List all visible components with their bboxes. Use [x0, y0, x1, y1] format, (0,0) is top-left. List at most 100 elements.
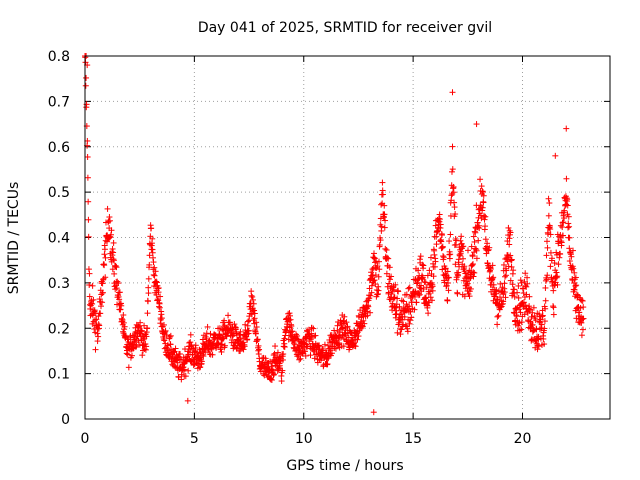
plot-frame	[84, 55, 611, 420]
data-point	[85, 198, 92, 205]
data-point	[444, 268, 451, 275]
data-point	[440, 254, 447, 261]
data-point	[507, 277, 514, 284]
data-point	[311, 355, 318, 362]
data-point	[287, 312, 294, 319]
data-point	[83, 74, 90, 81]
data-point	[405, 285, 412, 292]
data-point	[150, 271, 157, 278]
data-point	[551, 260, 558, 267]
data-point	[576, 309, 583, 316]
data-point	[128, 352, 135, 359]
data-point	[199, 351, 206, 358]
data-point	[438, 245, 445, 252]
data-point	[253, 319, 260, 326]
data-point	[482, 213, 489, 220]
data-point	[460, 255, 466, 262]
data-point	[439, 232, 445, 239]
data-point	[526, 293, 533, 300]
data-point	[91, 307, 98, 314]
data-point	[515, 294, 522, 301]
y-tick-label: 0.4	[48, 231, 70, 247]
data-point	[253, 323, 260, 330]
data-point	[341, 313, 348, 320]
data-point	[400, 321, 407, 328]
data-point	[540, 335, 547, 342]
data-point	[150, 259, 157, 266]
data-point	[420, 262, 427, 269]
data-point	[338, 325, 345, 332]
data-point	[106, 214, 113, 221]
data-point	[553, 274, 560, 281]
data-point	[497, 280, 504, 287]
data-point	[397, 331, 404, 338]
data-point	[507, 252, 514, 259]
data-point	[371, 277, 378, 284]
data-point	[133, 342, 140, 349]
x-axis-label: GPS time / hours	[286, 458, 403, 474]
data-point	[141, 322, 148, 329]
data-point	[156, 304, 163, 311]
data-point	[145, 284, 152, 291]
data-point	[431, 251, 438, 258]
data-point	[523, 283, 530, 290]
data-point	[508, 256, 515, 263]
data-point	[564, 202, 571, 209]
data-point	[87, 305, 94, 312]
data-point	[511, 286, 518, 293]
data-point	[515, 282, 522, 289]
data-point	[161, 321, 168, 328]
data-point	[281, 340, 288, 347]
data-point	[102, 254, 109, 261]
x-tick-label: 10	[295, 431, 313, 447]
data-point	[557, 251, 564, 258]
data-point	[565, 220, 572, 227]
data-point	[460, 243, 467, 250]
data-point	[91, 317, 98, 324]
data-point	[392, 281, 399, 288]
data-point	[138, 328, 145, 335]
data-point	[458, 233, 465, 240]
data-point	[307, 352, 314, 359]
data-points	[82, 53, 587, 416]
data-point	[336, 340, 343, 347]
data-point	[157, 293, 164, 300]
data-point	[274, 349, 281, 356]
data-point	[225, 312, 232, 319]
data-point	[501, 280, 508, 287]
data-point	[519, 299, 526, 306]
data-point	[140, 347, 147, 354]
data-point	[400, 298, 407, 305]
data-point	[153, 279, 160, 286]
data-point	[547, 263, 554, 270]
data-point	[367, 292, 374, 299]
data-point	[296, 356, 303, 363]
data-point	[429, 287, 436, 294]
data-point	[490, 281, 497, 288]
data-point	[554, 273, 561, 280]
y-tick-label: 0.3	[48, 276, 70, 292]
data-point	[444, 297, 451, 304]
data-point	[451, 204, 458, 211]
data-point	[86, 282, 93, 289]
data-point	[426, 267, 433, 274]
data-point	[501, 285, 508, 292]
data-point	[502, 273, 508, 280]
data-point	[578, 297, 585, 304]
data-point	[529, 321, 536, 328]
data-point	[248, 292, 255, 299]
data-point	[231, 321, 238, 328]
data-point	[184, 397, 191, 404]
data-point	[505, 263, 512, 270]
data-point	[376, 258, 382, 265]
data-point	[389, 307, 396, 314]
data-point	[436, 216, 443, 223]
data-point	[341, 329, 348, 336]
data-point	[510, 267, 517, 274]
data-point	[161, 337, 168, 344]
data-point	[506, 241, 513, 248]
data-point	[493, 287, 500, 294]
data-point	[109, 266, 116, 273]
data-point	[84, 153, 91, 160]
data-point	[177, 351, 184, 358]
